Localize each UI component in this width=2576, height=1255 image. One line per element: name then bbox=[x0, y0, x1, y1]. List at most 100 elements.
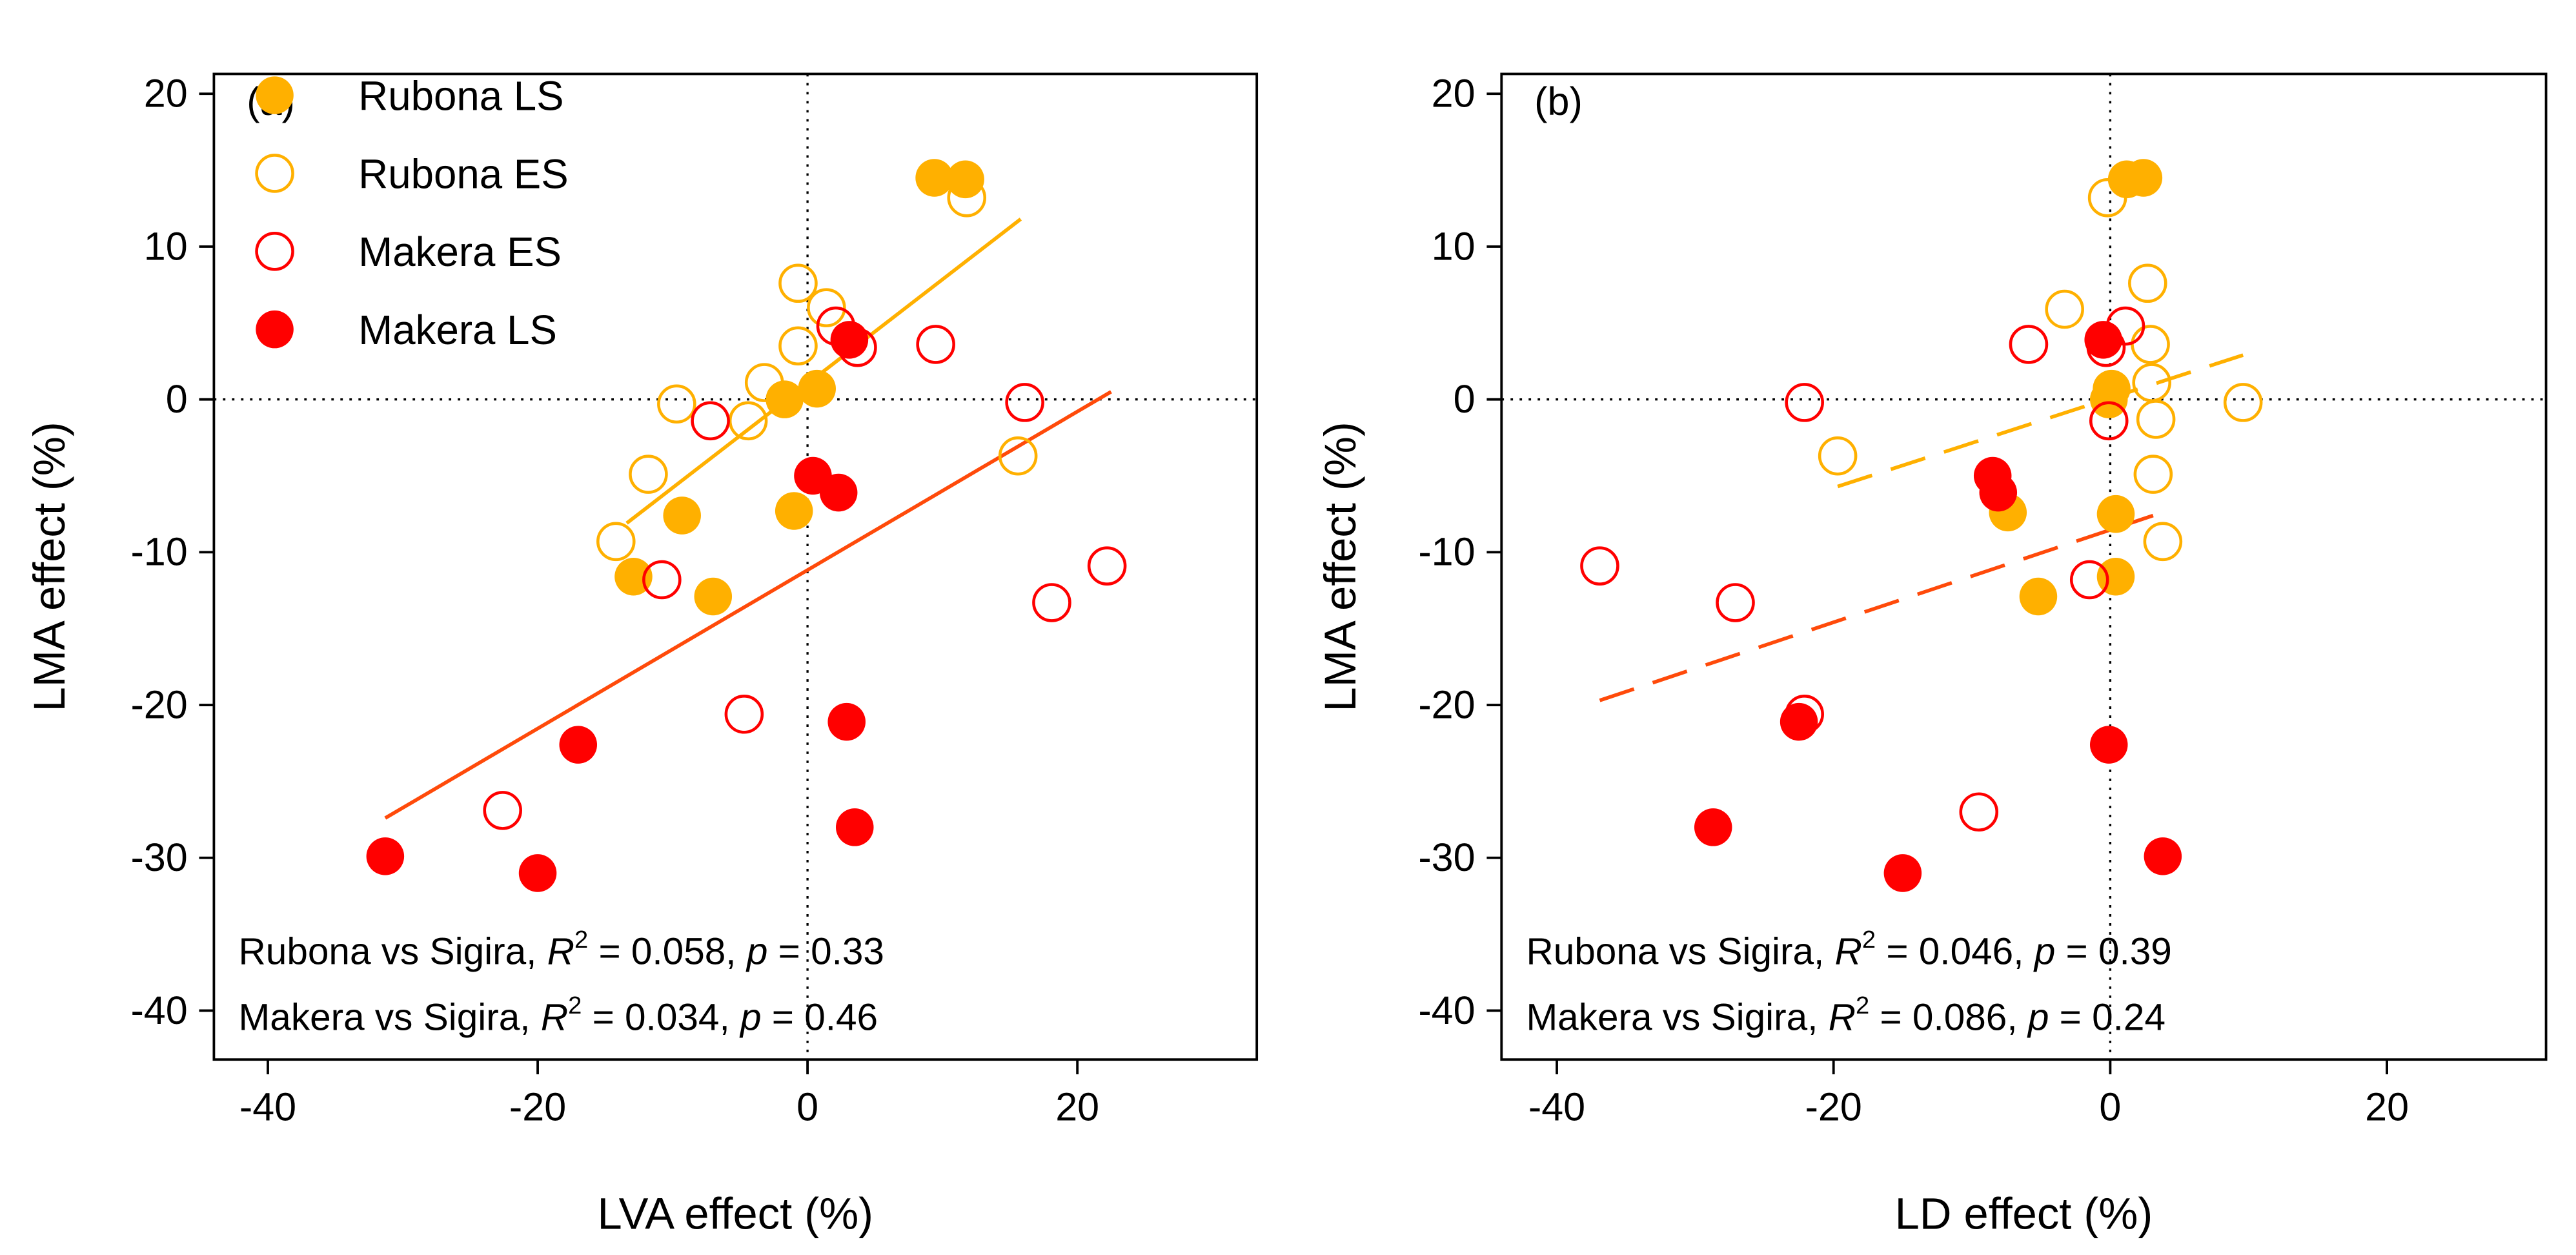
series-rubona-ls bbox=[1989, 159, 2163, 616]
data-point bbox=[2124, 159, 2163, 197]
data-point bbox=[2144, 837, 2182, 875]
data-point bbox=[1716, 583, 1755, 622]
data-point bbox=[1883, 854, 1922, 892]
data-point bbox=[366, 837, 405, 875]
panel-a: -40 -20 0 20 20 10 0 -10 -20 -30 -40 LVA effect (%)… bbox=[25, 72, 1259, 1238]
annotation-label: Rubona vs Sigira, bbox=[1526, 931, 1834, 973]
legend-marker bbox=[255, 232, 294, 271]
series-makera-ls bbox=[366, 321, 874, 892]
y-tick-label: -20 bbox=[130, 682, 187, 726]
x-axis-title: LVA effect (%) bbox=[597, 1189, 873, 1238]
fit-line-rubona-fit bbox=[1837, 353, 2244, 489]
data-point bbox=[559, 726, 598, 764]
fit-line-makera-fit bbox=[384, 390, 1112, 820]
panel-label: (b) bbox=[1534, 79, 1583, 123]
data-point bbox=[2136, 400, 2176, 439]
data-point bbox=[2009, 325, 2049, 364]
data-point bbox=[2045, 289, 2084, 329]
legend-marker bbox=[256, 76, 294, 114]
data-point bbox=[2089, 726, 2128, 764]
data-point bbox=[2143, 522, 2183, 562]
series-rubona-es bbox=[1818, 178, 2263, 562]
y-tick-label: -30 bbox=[1418, 835, 1475, 879]
stats-annotation: Rubona vs Sigira, R2 = 0.058, p = 0.33 bbox=[239, 926, 884, 972]
data-point bbox=[2069, 560, 2109, 600]
data-point bbox=[827, 702, 866, 741]
data-point bbox=[778, 263, 818, 303]
p-symbol: p bbox=[745, 931, 768, 973]
r2-value: = 0.058, bbox=[588, 931, 747, 973]
data-point bbox=[1785, 383, 1824, 422]
series-makera-es bbox=[1580, 306, 2145, 832]
legend-marker bbox=[255, 154, 294, 193]
x-tick-label: -40 bbox=[1528, 1085, 1585, 1128]
data-point bbox=[2096, 557, 2135, 596]
p-symbol: p bbox=[739, 996, 762, 1038]
data-point bbox=[998, 436, 1038, 476]
r-symbol: R bbox=[1829, 996, 1856, 1038]
y-tick-label: 10 bbox=[1432, 224, 1476, 268]
data-point bbox=[694, 577, 733, 616]
data-point bbox=[2089, 380, 2128, 418]
legend-marker bbox=[256, 310, 294, 349]
data-point bbox=[483, 791, 522, 830]
legend-label: Rubona LS bbox=[358, 73, 563, 119]
x-axis-title: LD effect (%) bbox=[1895, 1189, 2153, 1238]
legend: Rubona LS Rubona ES Makera ES Makera LS bbox=[255, 73, 569, 353]
series-rubona-ls bbox=[614, 159, 984, 616]
data-point bbox=[2089, 401, 2129, 441]
x-tick-label: 20 bbox=[2365, 1085, 2409, 1128]
y-tick-label: -10 bbox=[1418, 530, 1475, 574]
y-tick-label: -40 bbox=[1418, 988, 1475, 1032]
data-point bbox=[518, 854, 557, 892]
plot-frame bbox=[212, 72, 1259, 1061]
data-point bbox=[2087, 178, 2127, 218]
data-point bbox=[2096, 495, 2135, 533]
p-value: = 0.39 bbox=[2055, 931, 2172, 973]
data-point bbox=[728, 401, 768, 441]
data-point bbox=[2132, 363, 2171, 402]
data-point bbox=[2133, 454, 2173, 494]
data-point bbox=[614, 557, 653, 596]
r-exponent: 2 bbox=[568, 992, 582, 1019]
data-point bbox=[830, 321, 869, 359]
y-tick-label: 0 bbox=[166, 377, 188, 421]
r2-value: = 0.034, bbox=[582, 996, 740, 1038]
p-value: = 0.24 bbox=[2049, 996, 2165, 1038]
legend-label: Rubona ES bbox=[358, 151, 568, 197]
data-point bbox=[2019, 577, 2058, 616]
x-tick-label: -20 bbox=[1805, 1085, 1862, 1128]
y-tick-label: 20 bbox=[144, 72, 188, 116]
data-point bbox=[596, 522, 636, 562]
annotation-label: Makera vs Sigira, bbox=[239, 996, 541, 1038]
r-symbol: R bbox=[1835, 931, 1862, 973]
y-tick-label: -30 bbox=[130, 835, 187, 879]
y-tick-label: 10 bbox=[144, 224, 188, 268]
r-symbol: R bbox=[547, 931, 574, 973]
legend-label: Makera LS bbox=[358, 307, 557, 353]
data-point bbox=[657, 384, 696, 424]
data-point bbox=[1959, 792, 1999, 832]
x-tick-label: 0 bbox=[796, 1085, 818, 1128]
annotation-label: Makera vs Sigira, bbox=[1526, 996, 1828, 1038]
fit-line-makera-fit bbox=[1599, 513, 2154, 702]
x-tick-label: -40 bbox=[239, 1085, 296, 1128]
y-tick-label: -40 bbox=[130, 988, 187, 1032]
data-point bbox=[1087, 546, 1127, 586]
data-point bbox=[775, 492, 813, 530]
data-point bbox=[798, 369, 836, 408]
data-point bbox=[2131, 325, 2170, 364]
x-tick-label: 0 bbox=[2099, 1085, 2121, 1128]
data-point bbox=[766, 380, 804, 418]
data-point bbox=[691, 401, 730, 441]
data-point bbox=[807, 288, 846, 327]
y-tick-label: -10 bbox=[130, 530, 187, 574]
data-point bbox=[947, 178, 987, 218]
x-tick-label: 20 bbox=[1055, 1085, 1099, 1128]
data-point bbox=[663, 496, 701, 535]
data-point bbox=[1694, 808, 1732, 846]
data-point bbox=[1580, 546, 1619, 586]
data-point bbox=[724, 694, 764, 734]
stats-annotation: Rubona vs Sigira, R2 = 0.046, p = 0.39 bbox=[1526, 926, 2171, 972]
